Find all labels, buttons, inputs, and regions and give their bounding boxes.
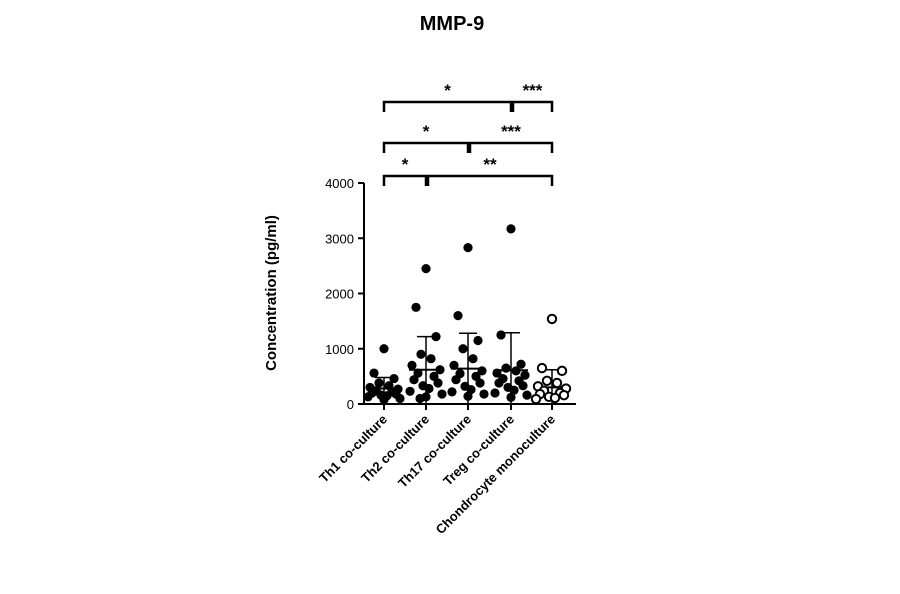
y-tick-label: 1000: [325, 342, 354, 357]
data-point: [421, 264, 431, 274]
data-point: [463, 243, 473, 253]
significance-bracket: [511, 100, 554, 112]
x-tick-label: Th17 co-culture: [395, 412, 474, 491]
data-point: [471, 371, 481, 381]
significance-label: *: [402, 155, 409, 174]
significance-brackets: * *** **** ***: [382, 81, 554, 186]
data-point: [395, 393, 405, 404]
data-point: [536, 362, 548, 374]
y-axis-ticks: 0 1000 2000 3000 4000: [325, 176, 364, 412]
data-point: [556, 365, 568, 377]
significance-bracket: [426, 174, 554, 186]
data-point: [501, 363, 511, 373]
data-point: [520, 370, 530, 380]
data-point: [506, 392, 516, 402]
significance-label: *: [444, 81, 451, 100]
data-point: [374, 378, 384, 388]
data-point: [549, 392, 561, 404]
data-point: [530, 393, 542, 405]
data-point: [429, 371, 439, 381]
chart-title: MMP-9: [420, 13, 484, 35]
data-point: [506, 224, 516, 234]
data-point: [477, 366, 487, 376]
data-point: [458, 344, 468, 354]
data-point: [411, 302, 421, 312]
data-points: [363, 224, 572, 405]
data-point: [435, 365, 445, 375]
significance-bracket: [382, 141, 470, 153]
data-point: [509, 385, 519, 395]
significance-label: **: [483, 155, 497, 174]
data-point: [453, 311, 463, 321]
data-point: [490, 388, 500, 398]
data-point: [369, 368, 379, 378]
y-tick-label: 2000: [325, 287, 354, 302]
data-point: [407, 360, 417, 370]
significance-bracket: [382, 174, 428, 186]
data-point: [496, 330, 506, 340]
data-point: [551, 377, 563, 389]
y-tick-label: 4000: [325, 176, 354, 191]
data-point: [451, 375, 461, 385]
data-point: [413, 368, 423, 378]
data-point: [475, 378, 485, 388]
data-point: [437, 389, 447, 399]
data-point: [415, 393, 425, 404]
significance-label: ***: [523, 81, 543, 100]
data-point: [431, 331, 441, 342]
data-point: [518, 381, 528, 391]
data-point: [433, 378, 443, 388]
data-point: [494, 378, 504, 388]
data-point: [473, 335, 483, 346]
data-point: [492, 368, 502, 378]
y-tick-label: 0: [347, 397, 354, 412]
significance-label: *: [423, 122, 430, 141]
significance-bracket: [382, 100, 513, 112]
data-point: [424, 383, 434, 394]
data-point: [522, 390, 532, 400]
data-point: [516, 359, 526, 369]
data-point: [546, 313, 558, 325]
y-tick-label: 3000: [325, 231, 354, 246]
data-point: [468, 354, 478, 364]
significance-label: ***: [501, 122, 521, 141]
data-point: [379, 344, 389, 354]
data-point: [479, 389, 489, 399]
significance-bracket: [468, 141, 554, 153]
data-point: [426, 354, 436, 364]
data-point: [363, 392, 373, 402]
data-point: [541, 375, 553, 386]
data-point: [389, 373, 399, 384]
data-point: [379, 394, 389, 405]
data-point: [447, 387, 457, 397]
data-point: [558, 389, 570, 401]
data-point: [409, 375, 419, 385]
data-point: [405, 386, 415, 396]
data-point: [416, 349, 426, 359]
data-point: [463, 391, 473, 401]
data-point: [511, 366, 521, 376]
data-point: [449, 360, 459, 370]
y-axis-label: Concentration (pg/ml): [263, 215, 280, 371]
